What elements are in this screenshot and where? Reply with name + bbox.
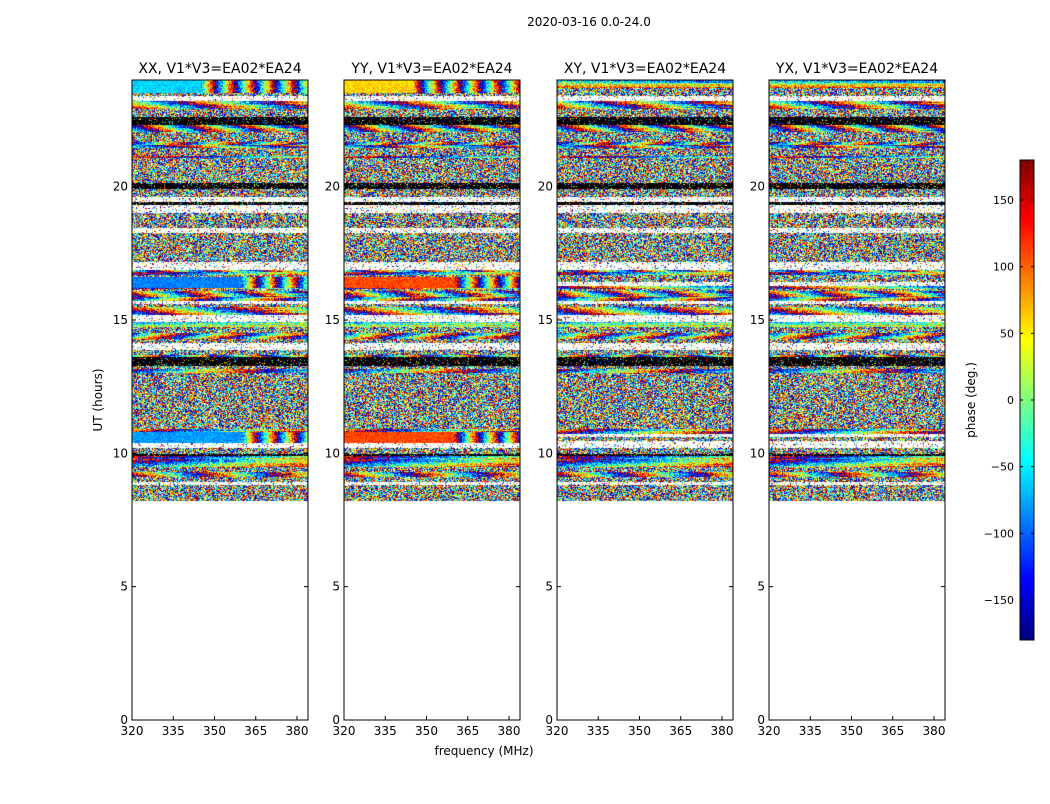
figure-suptitle: 2020-03-16 0.0-24.0	[527, 15, 651, 29]
y-tick-label: 15	[325, 313, 340, 327]
y-tick-label: 5	[332, 580, 340, 594]
panel-title: XY, V1*V3=EA02*EA24	[564, 61, 726, 77]
colorbar-tick-label: −150	[984, 594, 1014, 607]
panel-yy: YY, V1*V3=EA02*EA24 320 335 350 365 380 0 5 10 1…	[325, 61, 521, 738]
heatmap-xy	[557, 80, 733, 720]
y-tick-label: 0	[757, 713, 765, 727]
y-tick-label: 5	[545, 580, 553, 594]
panel-xx: XX, V1*V3=EA02*EA24 320 335 350 365 380 0 5 10 1…	[113, 61, 309, 738]
panel-yx: YX, V1*V3=EA02*EA24 320 335 350 365 380 0 5 10 1…	[750, 61, 946, 738]
panel-title: YY, V1*V3=EA02*EA24	[350, 61, 512, 77]
x-tick-label: 335	[587, 724, 610, 738]
y-tick-label: 10	[538, 446, 553, 460]
x-tick-label: 365	[244, 724, 267, 738]
x-tick-label: 320	[758, 724, 781, 738]
y-tick-label: 10	[325, 446, 340, 460]
x-tick-label: 365	[669, 724, 692, 738]
axes-frame-yx	[768, 79, 946, 721]
x-tick-label: 320	[121, 724, 144, 738]
panel-title: XX, V1*V3=EA02*EA24	[138, 61, 301, 77]
heatmap-yx	[769, 80, 945, 720]
y-tick-label: 20	[538, 180, 553, 194]
x-tick-label: 335	[162, 724, 185, 738]
y-axis-label: UT (hours)	[91, 368, 105, 431]
y-tick-label: 10	[113, 446, 128, 460]
heatmap-image-yx	[769, 80, 945, 720]
x-axis-label: frequency (MHz)	[434, 744, 533, 758]
heatmap-image-yy	[344, 80, 520, 720]
x-tick-label: 380	[923, 724, 946, 738]
x-tick-label: 365	[456, 724, 479, 738]
y-tick-label: 20	[325, 180, 340, 194]
colorbar-tick-label: −50	[991, 461, 1014, 474]
heatmap-image-xx	[132, 80, 308, 720]
colorbar-tick-label: 50	[1000, 327, 1014, 340]
x-tick-label: 350	[203, 724, 226, 738]
y-tick-label: 15	[113, 313, 128, 327]
x-tick-label: 350	[415, 724, 438, 738]
axes-frame-xx	[131, 79, 309, 721]
x-tick-label: 350	[840, 724, 863, 738]
y-tick-label: 0	[545, 713, 553, 727]
x-tick-label: 365	[881, 724, 904, 738]
y-tick-label: 0	[120, 713, 128, 727]
heatmap-image-xy	[557, 80, 733, 720]
panel-title: YX, V1*V3=EA02*EA24	[775, 61, 938, 77]
x-tick-label: 335	[799, 724, 822, 738]
y-tick-label: 5	[757, 580, 765, 594]
y-tick-label: 10	[750, 446, 765, 460]
colorbar-tick-label: 0	[1007, 394, 1014, 407]
axes-frame-xy	[556, 79, 734, 721]
x-tick-label: 380	[286, 724, 309, 738]
axes-frame-yy	[343, 79, 521, 721]
y-tick-label: 5	[120, 580, 128, 594]
heatmap-yy	[344, 80, 520, 720]
x-tick-label: 350	[628, 724, 651, 738]
x-tick-label: 380	[498, 724, 521, 738]
x-tick-label: 320	[546, 724, 569, 738]
colorbar: 150 100 50 0 −50 −100 −150 phase (deg.)	[964, 159, 1035, 641]
heatmap-xx	[132, 80, 308, 720]
y-tick-label: 15	[538, 313, 553, 327]
colorbar-label: phase (deg.)	[964, 362, 978, 438]
y-tick-label: 20	[113, 180, 128, 194]
x-tick-label: 380	[711, 724, 734, 738]
x-tick-label: 320	[333, 724, 356, 738]
x-tick-label: 335	[374, 724, 397, 738]
panel-xy: XY, V1*V3=EA02*EA24 320 335 350 365 380 0 5 10 1…	[538, 61, 734, 738]
colorbar-tick-label: 150	[993, 194, 1014, 207]
colorbar-tick-label: 100	[993, 261, 1014, 274]
y-tick-label: 0	[332, 713, 340, 727]
colorbar-tick-label: −100	[984, 527, 1014, 540]
y-tick-label: 20	[750, 180, 765, 194]
y-tick-label: 15	[750, 313, 765, 327]
